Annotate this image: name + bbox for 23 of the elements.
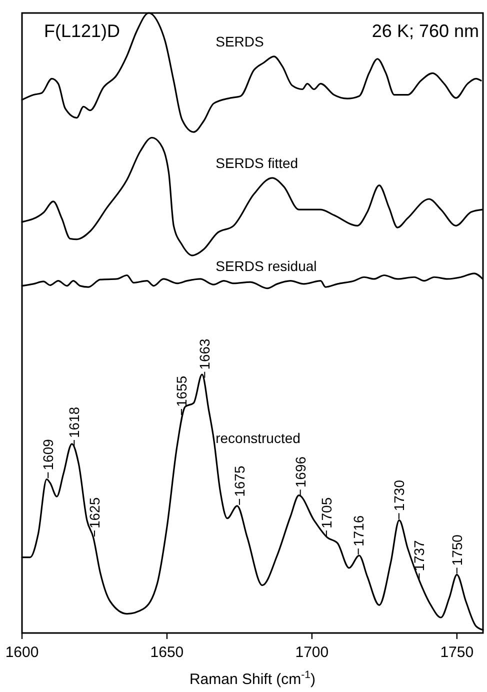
- annotation: 1750: [448, 534, 465, 566]
- annotation: 1618: [66, 406, 82, 438]
- annotation: 1609: [40, 438, 56, 470]
- series-label: reconstructed: [216, 430, 300, 446]
- x-tick-label: 1700: [295, 644, 329, 661]
- annotation: 1716: [350, 515, 366, 546]
- annotation: 1730: [390, 480, 407, 512]
- annotation: 1625: [86, 497, 102, 529]
- x-tick-label: 1750: [440, 644, 474, 661]
- annotation: 26 K; 760 nm: [372, 21, 479, 41]
- annotation: 1675: [231, 466, 248, 497]
- series-label: SERDS fitted: [216, 154, 298, 171]
- annotation: 1663: [196, 338, 213, 370]
- x-tick-label: 1650: [150, 644, 184, 661]
- x-tick-label: 1600: [5, 644, 39, 661]
- series-label: SERDS: [216, 33, 264, 50]
- annotation: 1655: [173, 376, 190, 407]
- x-axis-title: Raman Shift (cm$^{-1}$): [189, 669, 316, 688]
- annotation: F(L121)D: [44, 21, 120, 41]
- annotation: 1737: [411, 540, 428, 572]
- annotation: 1705: [318, 497, 334, 529]
- series-label: SERDS residual: [216, 258, 317, 274]
- annotation: 1696: [292, 456, 308, 488]
